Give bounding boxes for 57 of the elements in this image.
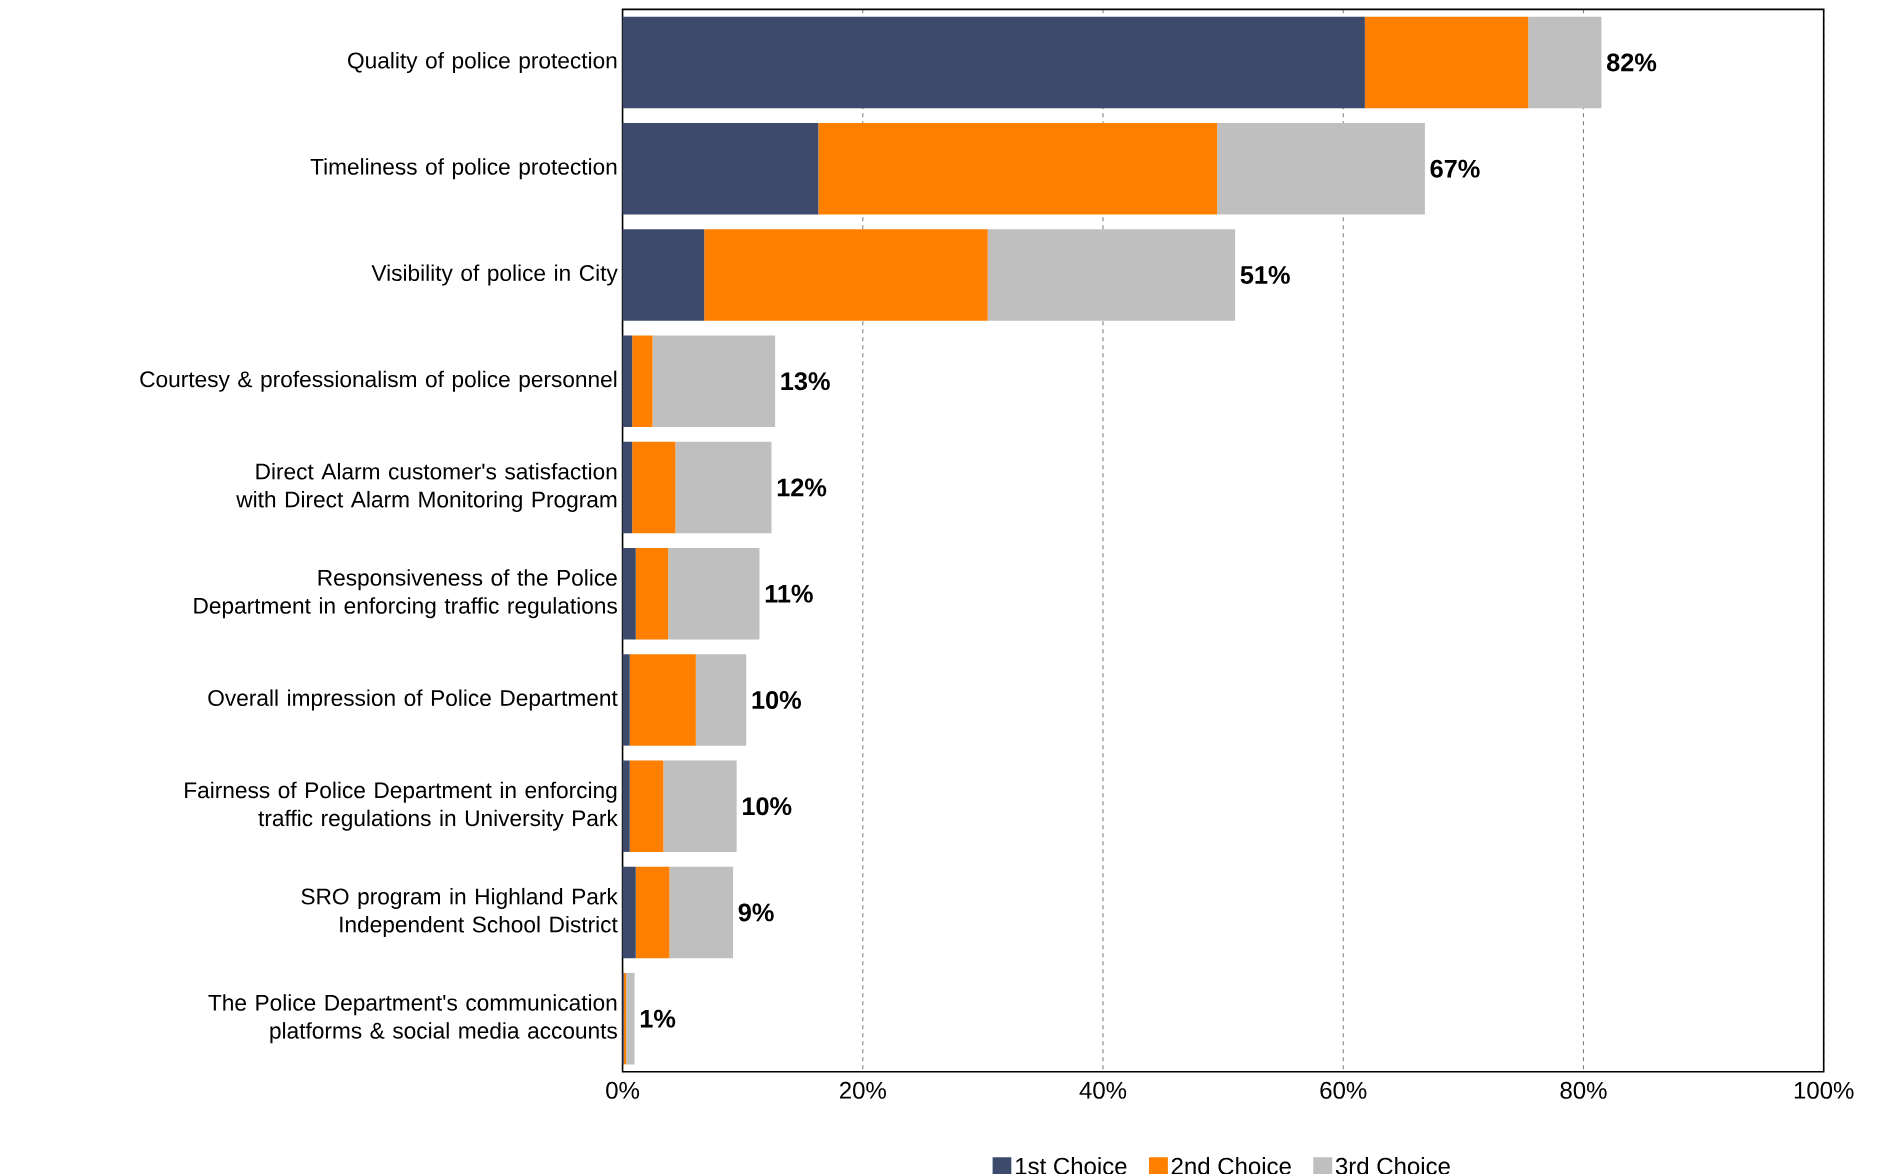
bar [622, 441, 633, 533]
bar [1217, 122, 1425, 215]
y-tick-label: Fairness of Police Department in enforcing traffic regulations in University Park [185, 781, 618, 831]
bar [987, 229, 1236, 321]
bar [622, 547, 636, 640]
legend-label: 3rd Choice [1335, 1156, 1450, 1174]
x-tick-label: 100% [1794, 1081, 1854, 1099]
bar [675, 441, 772, 533]
y-tick-label: Overall impression of Police Department [208, 689, 618, 711]
bar [635, 866, 670, 958]
bar [1528, 16, 1602, 108]
total-label: 10% [752, 690, 801, 709]
bar [622, 335, 633, 427]
y-tick-label: Responsiveness of the Police Department in enforcing traffic regulations [194, 568, 617, 619]
y-tick-label: SRO program in Highland Park Independent School District [301, 887, 618, 937]
total-label: 10% [742, 797, 792, 815]
x-tick-label: 20% [839, 1081, 886, 1099]
total-label: 67% [1430, 159, 1480, 178]
bar [622, 16, 1365, 108]
bar [652, 335, 776, 427]
bar [632, 335, 653, 427]
bar [669, 866, 734, 958]
bar [668, 547, 760, 640]
bar [1364, 16, 1529, 108]
y-tick-label: The Police Department's communication platforms & social media accounts [208, 993, 617, 1044]
bar [622, 866, 636, 958]
bar [663, 760, 737, 852]
bar [629, 654, 696, 746]
bar [632, 441, 676, 533]
legend-label: 1st Choice [1016, 1156, 1127, 1174]
bar [622, 229, 705, 321]
bar [622, 122, 819, 215]
legend-label: 2nd Choice [1171, 1156, 1291, 1174]
total-label: 9% [738, 903, 774, 922]
y-tick-label: Courtesy & professionalism of police personnel [140, 370, 617, 392]
total-label: 82% [1606, 53, 1657, 72]
bar [622, 654, 630, 746]
y-tick-label: Visibility of police in City [371, 264, 618, 286]
total-label: 1% [640, 1009, 676, 1028]
total-label: 51% [1240, 265, 1290, 284]
total-label: 13% [781, 372, 830, 390]
bar [622, 760, 630, 852]
y-tick-label: Timeliness of police protection [310, 157, 617, 180]
bar [695, 654, 747, 746]
x-tick-label: 0% [606, 1081, 640, 1099]
y-tick-label: Quality of police protection [348, 51, 617, 73]
bar [626, 972, 635, 1065]
bar [704, 229, 988, 321]
x-tick-label: 60% [1320, 1081, 1367, 1099]
total-label: 12% [777, 478, 827, 497]
y-tick-label: Direct Alarm customer's satisfaction with Direct Alarm Monitoring Program [236, 462, 617, 512]
total-label: 11% [765, 584, 813, 603]
x-tick-label: 40% [1079, 1081, 1127, 1099]
bar [818, 122, 1218, 215]
bar [629, 760, 664, 852]
bar [635, 547, 669, 640]
x-tick-label: 80% [1560, 1081, 1607, 1099]
